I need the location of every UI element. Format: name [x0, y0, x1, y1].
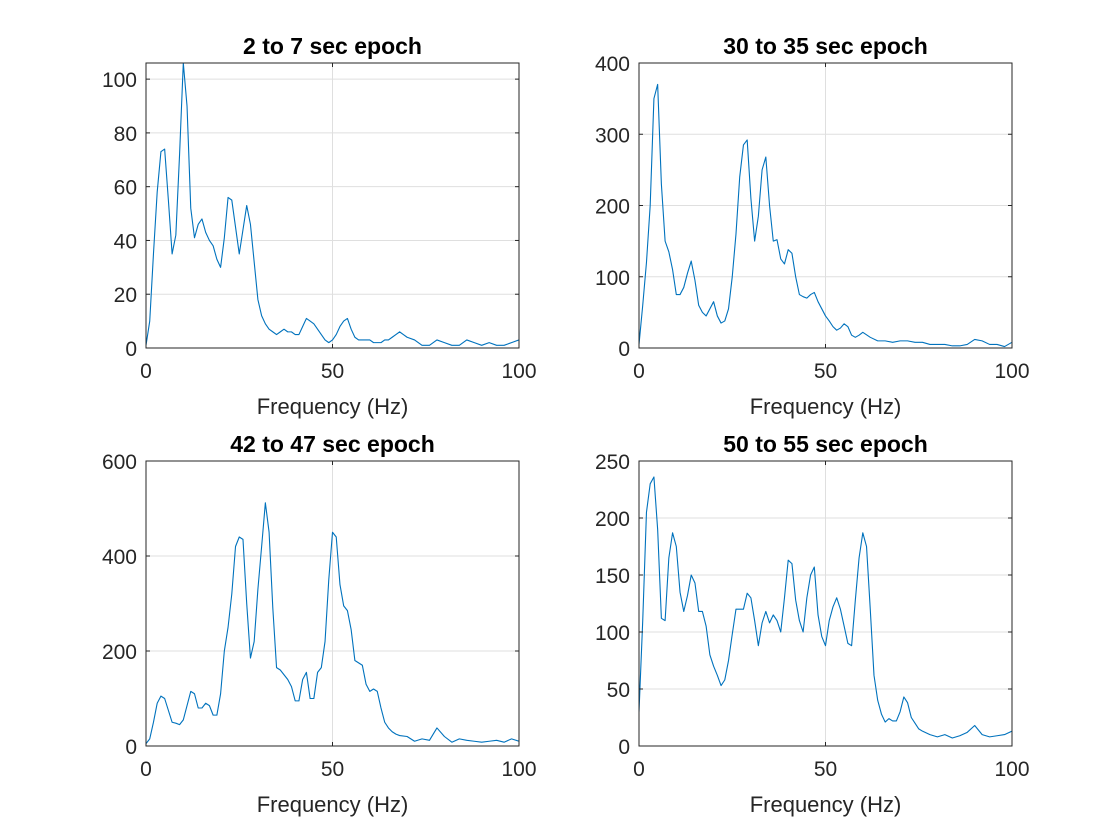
y-tick-label: 600: [102, 451, 137, 474]
subplot-title: 30 to 35 sec epoch: [723, 33, 928, 59]
x-tick-label: 50: [321, 758, 344, 781]
x-tick-label: 0: [633, 360, 645, 383]
subplot-1: 0 50 100 0 20 40 60 80 100 2 to 7 sec epoch Freque…: [102, 33, 537, 419]
x-tick-label: 50: [814, 758, 837, 781]
subplot-2: 0 50 100 0 100 200 300 400 30 to 35 sec epoch Fre…: [595, 33, 1030, 419]
x-tick-label: 100: [994, 360, 1029, 383]
y-tick-label: 400: [595, 53, 630, 76]
y-tick-label: 80: [114, 123, 137, 146]
subplot-title: 50 to 55 sec epoch: [723, 431, 928, 457]
y-tick-label: 100: [102, 69, 137, 92]
x-tick-label: 0: [140, 758, 152, 781]
x-axis-label: Frequency (Hz): [257, 394, 409, 419]
y-tick-label: 0: [618, 736, 630, 759]
subplot-title: 2 to 7 sec epoch: [243, 33, 422, 59]
y-tick-label: 100: [595, 267, 630, 290]
y-tick-label: 40: [114, 230, 137, 253]
x-tick-label: 50: [321, 360, 344, 383]
subplot-3: 0 50 100 0 200 400 600 42 to 47 sec epoch Freque…: [102, 431, 537, 817]
series-line: [146, 63, 519, 346]
y-tick-label: 0: [125, 736, 137, 759]
y-tick-label: 0: [618, 338, 630, 361]
x-tick-label: 0: [633, 758, 645, 781]
x-tick-label: 100: [994, 758, 1029, 781]
y-tick-label: 200: [595, 196, 630, 219]
y-tick-label: 100: [595, 622, 630, 645]
y-tick-label: 200: [102, 641, 137, 664]
x-tick-label: 50: [814, 360, 837, 383]
x-axis-label: Frequency (Hz): [750, 394, 902, 419]
x-tick-label: 100: [501, 360, 536, 383]
subplot-title: 42 to 47 sec epoch: [230, 431, 435, 457]
x-axis-label: Frequency (Hz): [750, 792, 902, 817]
subplot-4: 0 50 100 0 50 100 150 200 250 50 to 55 sec epoch F…: [595, 431, 1030, 817]
series-line: [639, 83, 1012, 348]
x-tick-label: 0: [140, 360, 152, 383]
y-tick-label: 0: [125, 338, 137, 361]
series-line: [639, 476, 1012, 739]
y-tick-label: 200: [595, 508, 630, 531]
y-tick-label: 20: [114, 284, 137, 307]
series-line: [146, 502, 519, 744]
y-tick-label: 60: [114, 177, 137, 200]
y-tick-label: 400: [102, 546, 137, 569]
y-tick-label: 150: [595, 565, 630, 588]
x-tick-label: 100: [501, 758, 536, 781]
x-axis-label: Frequency (Hz): [257, 792, 409, 817]
y-tick-label: 250: [595, 451, 630, 474]
y-tick-label: 300: [595, 124, 630, 147]
y-tick-label: 50: [607, 679, 630, 702]
